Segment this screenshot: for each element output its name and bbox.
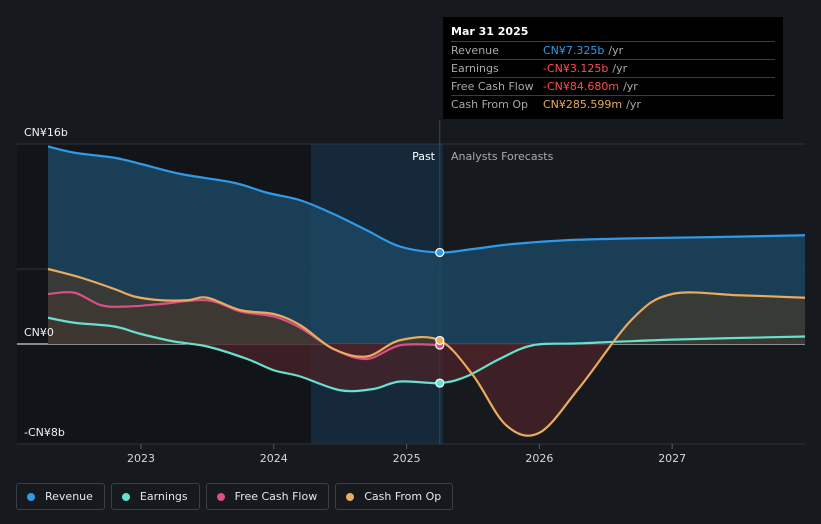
x-tick-label: 2023 (127, 452, 155, 465)
tooltip-value: -CN¥84.680m (543, 80, 620, 93)
tooltip-name: Revenue (451, 44, 499, 57)
legend-label: Cash From Op (364, 490, 442, 503)
series-lines (47, 145, 806, 437)
tooltip-row-revenue: Revenue CN¥7.325b /yr (451, 41, 775, 59)
legend-item-free-cash-flow[interactable]: Free Cash Flow (205, 483, 330, 510)
revenue-area-positive (48, 146, 805, 344)
legend-label: Earnings (139, 490, 188, 503)
tooltip-unit: /yr (608, 44, 624, 57)
cash-from-op-line (47, 267, 806, 437)
legend-item-revenue[interactable]: Revenue (16, 483, 105, 510)
tooltip-value: CN¥7.325b (543, 44, 605, 57)
tooltip-unit: /yr (623, 80, 638, 93)
past-label: Past (412, 150, 436, 163)
legend-dot-icon (346, 492, 355, 501)
legend-dot-icon (216, 492, 225, 501)
legend-label: Revenue (45, 490, 93, 503)
tooltip-name: Earnings (451, 62, 499, 75)
x-tick-label: 2027 (658, 452, 686, 465)
tooltip-unit: /yr (612, 62, 628, 75)
tooltip-date: Mar 31 2025 (451, 25, 529, 38)
earnings-area-negative (48, 344, 805, 392)
cash-from-op-area-positive (48, 269, 805, 344)
legend-item-cash-from-op[interactable]: Cash From Op (335, 483, 454, 510)
tooltip-value: CN¥285.599m (543, 98, 623, 111)
data-tooltip: Mar 31 2025 Revenue CN¥7.325b /yr Earnin… (443, 17, 783, 119)
tooltip-row-cash-from-op: Cash From Op CN¥285.599m /yr (451, 95, 775, 113)
y-tick-label: CN¥16b (24, 126, 68, 139)
free-cash-flow-line (47, 291, 440, 361)
x-tick-label: 2025 (393, 452, 421, 465)
tooltip-name: Free Cash Flow (451, 80, 534, 93)
legend-dot-icon (27, 492, 35, 501)
earnings-marker (435, 378, 445, 388)
tooltip-row-earnings: Earnings -CN¥3.125b /yr (451, 59, 775, 77)
y-tick-label: CN¥0 (24, 326, 54, 339)
legend-label: Free Cash Flow (234, 490, 318, 503)
x-axis-labels: 2023 2024 2025 2026 2027 (127, 444, 686, 465)
x-tick-label: 2024 (260, 452, 288, 465)
series-fills (48, 146, 805, 436)
legend-dot-icon (121, 492, 130, 501)
highlight-markers (435, 247, 445, 388)
y-tick-label: -CN¥8b (24, 426, 65, 439)
tooltip-value: -CN¥3.125b (543, 62, 609, 75)
legend-item-earnings[interactable]: Earnings (110, 483, 200, 510)
tooltip-unit: /yr (626, 98, 641, 111)
revenue-marker (435, 247, 445, 258)
earnings-line (47, 316, 806, 393)
forecast-label: Analysts Forecasts (451, 150, 554, 163)
chart-legend: Revenue Earnings Free Cash Flow Cash Fro… (16, 483, 454, 510)
cash-from-op-marker (435, 335, 445, 346)
x-tick-label: 2026 (525, 452, 553, 465)
tooltip-row-free-cash-flow: Free Cash Flow -CN¥84.680m /yr (451, 77, 775, 95)
y-axis-labels: CN¥16b CN¥0 -CN¥8b (24, 126, 68, 439)
revenue-line (47, 145, 806, 254)
tooltip-name: Cash From Op (451, 98, 529, 111)
